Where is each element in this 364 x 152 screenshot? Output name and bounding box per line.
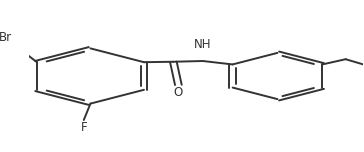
Text: F: F (80, 121, 87, 134)
Text: O: O (174, 86, 183, 99)
Text: NH: NH (194, 38, 211, 51)
Text: Br: Br (0, 31, 12, 43)
